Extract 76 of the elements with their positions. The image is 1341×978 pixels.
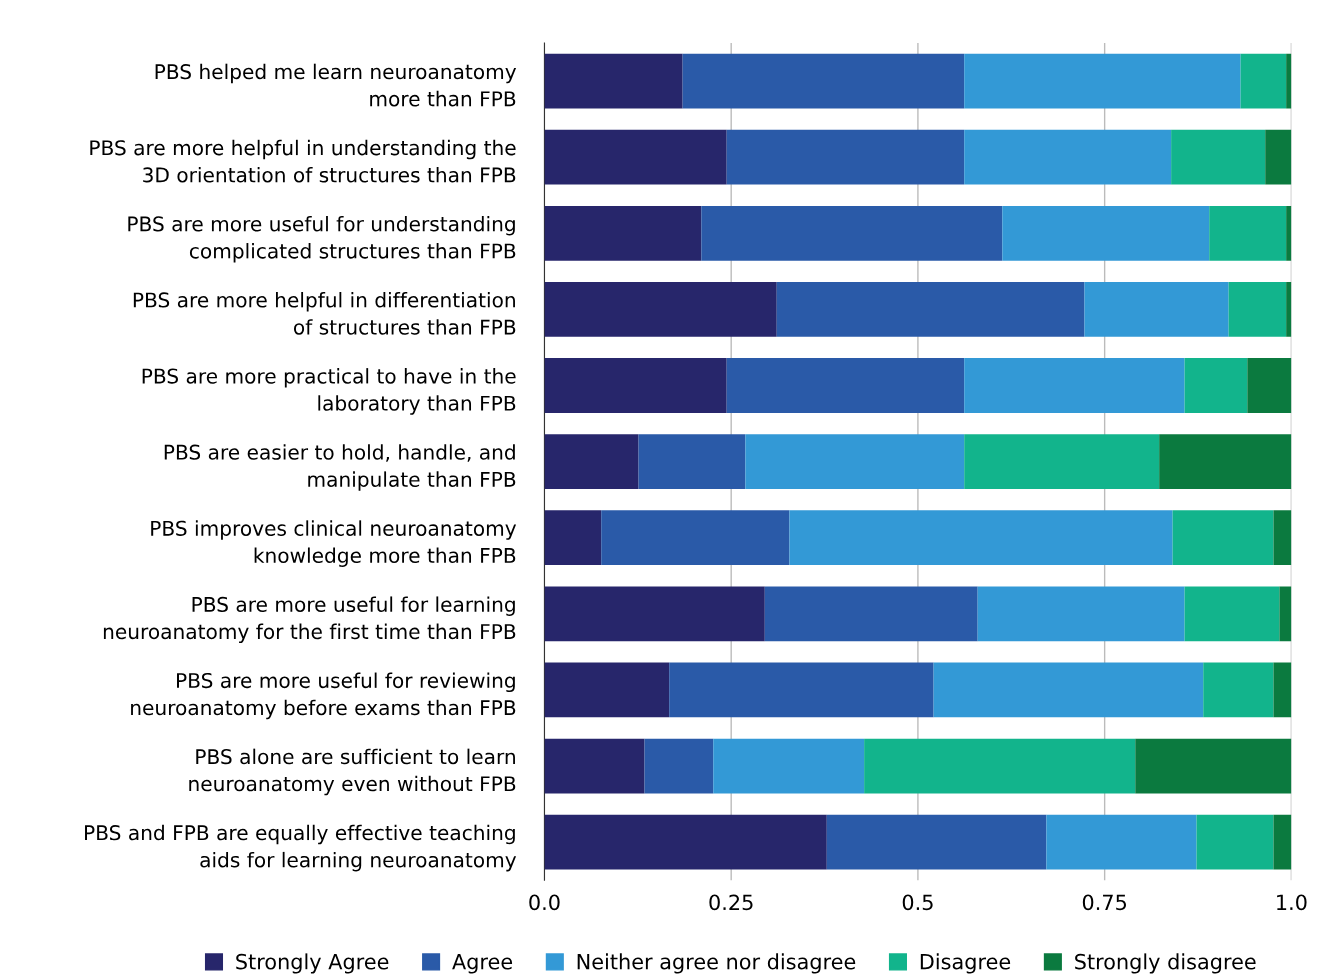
- y-tick-label: PBS are easier to hold, handle, and manipulate than FPB: [164, 444, 516, 491]
- bar: [682, 53, 965, 109]
- bar: [764, 586, 978, 642]
- bar: [544, 738, 645, 794]
- bar: [1273, 814, 1292, 870]
- y-tick-label: PBS are more practical to have in the laboratory than FPB: [142, 368, 516, 415]
- bar: [544, 53, 683, 109]
- bar: [964, 358, 1185, 413]
- bar: [669, 662, 934, 718]
- bar: [544, 586, 765, 642]
- y-tick-label: PBS and FPB are equally effective teaching aids for learning neuroanatomy: [85, 824, 517, 872]
- legend-label: Disagree: [920, 953, 1011, 974]
- x-tick-label: 1.0: [1277, 894, 1307, 911]
- bar: [1196, 814, 1274, 870]
- bar: [1209, 205, 1287, 261]
- bar: [1184, 586, 1280, 642]
- bar: [1172, 510, 1274, 566]
- bar: [713, 738, 865, 794]
- y-tick-label: PBS are more helpful in understanding the 3D orientation of structures than FPB: [90, 139, 516, 183]
- bar: [701, 205, 1003, 261]
- bar: [544, 282, 777, 337]
- bar: [964, 129, 1172, 185]
- bar: [1046, 814, 1197, 870]
- bar: [544, 205, 702, 261]
- bar: [1247, 358, 1292, 413]
- bar: [726, 358, 965, 413]
- legend-label: Agree: [452, 954, 513, 974]
- bar: [644, 738, 714, 794]
- legend-label: Neither agree nor disagree: [577, 953, 856, 974]
- bar: [864, 738, 1136, 794]
- bar: [1159, 434, 1292, 490]
- y-tick-label: PBS are more useful for learning neuroanatomy for the first time than FPB: [103, 596, 516, 644]
- y-tick-label: PBS are more useful for reviewing neuroanatomy before exams than FPB: [131, 672, 516, 720]
- bar: [1279, 586, 1292, 642]
- bar: [789, 510, 1173, 566]
- bar: [826, 814, 1047, 870]
- bar: [544, 434, 639, 490]
- bar: [544, 510, 602, 566]
- bar: [1184, 358, 1248, 413]
- legend-label: Strongly disagree: [1075, 953, 1256, 974]
- bar: [544, 814, 827, 870]
- bar: [1002, 205, 1210, 261]
- bar: [1135, 738, 1292, 794]
- bar: [1084, 282, 1229, 337]
- bar: [1171, 129, 1266, 185]
- bar: [745, 434, 965, 490]
- bar: [964, 434, 1160, 490]
- y-tick-label: PBS are more useful for understanding complicated structures than FPB: [128, 215, 516, 263]
- bar: [933, 662, 1204, 718]
- bar: [1273, 662, 1292, 718]
- bar: [1265, 129, 1292, 185]
- x-tick-label: 0.0: [529, 894, 560, 911]
- bar: [1286, 53, 1292, 109]
- y-tick-label: PBS improves clinical neuroanatomy knowledge more than FPB: [151, 520, 517, 567]
- bar: [726, 129, 965, 185]
- x-tick-label: 0.25: [709, 894, 753, 911]
- y-tick-label: PBS alone are sufficient to learn neuroanatomy even without FPB: [189, 748, 516, 796]
- bar: [1228, 282, 1287, 337]
- bar: [1273, 510, 1292, 566]
- bar: [964, 53, 1241, 109]
- x-tick-label: 0.5: [902, 894, 933, 911]
- bar: [1286, 205, 1292, 261]
- x-tick-label: 0.75: [1082, 894, 1127, 911]
- bar: [1203, 662, 1274, 718]
- bar: [638, 434, 746, 490]
- bar: [544, 129, 727, 185]
- bar: [1286, 282, 1292, 337]
- bar: [1240, 53, 1287, 109]
- legend-label: Strongly Agree: [236, 953, 389, 974]
- bar: [544, 662, 670, 718]
- bar: [601, 510, 790, 566]
- y-tick-label: PBS helped me learn neuroanatomy more than FPB: [155, 63, 517, 107]
- y-tick-label: PBS are more helpful in differentiation of structures than FPB: [133, 292, 516, 335]
- bar: [544, 358, 727, 413]
- bar: [977, 586, 1185, 642]
- bar: [776, 282, 1085, 337]
